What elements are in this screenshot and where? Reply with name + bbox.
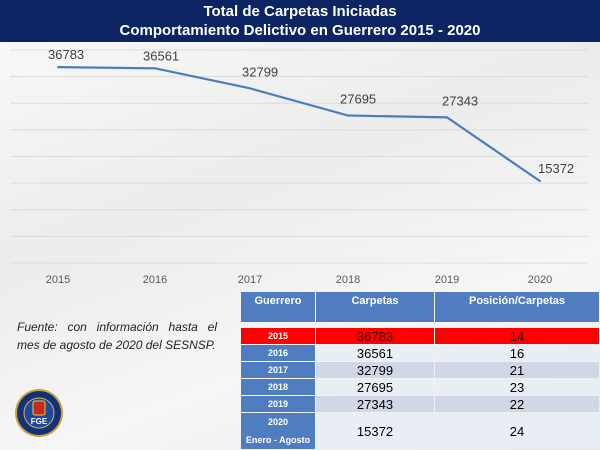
data-point xyxy=(446,116,448,119)
carpetas-cell: 27695 xyxy=(316,379,434,395)
source-note: Fuente: con información hasta el mes de … xyxy=(17,320,217,352)
posicion-cell: 24 xyxy=(435,413,599,449)
year-cell: 2016 xyxy=(241,345,315,361)
data-point xyxy=(57,66,59,69)
posicion-cell: 23 xyxy=(435,379,599,395)
data-point xyxy=(154,67,156,70)
slide-header: Total de Carpetas Iniciadas Comportamien… xyxy=(0,0,600,42)
table-row: 2017 32799 21 xyxy=(241,362,599,378)
year-cell: 2017 xyxy=(241,362,315,378)
data-label: 36561 xyxy=(143,48,179,63)
posicion-cell: 14 xyxy=(435,328,599,344)
carpetas-cell: 36783 xyxy=(316,328,434,344)
year-cell: 2018 xyxy=(241,379,315,395)
col-header-carpetas: Carpetas xyxy=(316,292,434,322)
x-tick-label: 2017 xyxy=(238,274,262,286)
posicion-cell: 22 xyxy=(435,396,599,412)
year-label: 2015 xyxy=(267,331,289,341)
data-label: 32799 xyxy=(242,64,278,79)
table-row: 2020 Enero - Agosto 15372 24 xyxy=(241,413,599,449)
col-header-posicion: Posición/Carpetas xyxy=(435,292,599,322)
data-point xyxy=(249,87,251,90)
svg-text:FGE: FGE xyxy=(31,417,48,426)
data-label: 27695 xyxy=(340,92,376,107)
year-label: 2016 xyxy=(267,348,289,358)
table-row: 2018 27695 23 xyxy=(241,379,599,395)
subtitle: Comportamiento Delictivo en Guerrero 201… xyxy=(119,22,481,39)
data-label: 15372 xyxy=(538,161,574,176)
table-row: 2015 36783 14 xyxy=(241,328,599,344)
posicion-cell: 21 xyxy=(435,362,599,378)
year-sublabel: Enero - Agosto xyxy=(245,435,311,445)
year-label: 2017 xyxy=(267,365,289,375)
data-table: Guerrero Carpetas Posición/Carpetas 2015… xyxy=(240,291,600,450)
year-cell: 2019 xyxy=(241,396,315,412)
year-label: 2019 xyxy=(267,399,289,409)
x-tick-label: 2020 xyxy=(528,274,552,286)
data-point xyxy=(347,114,349,117)
carpetas-cell: 27343 xyxy=(316,396,434,412)
line-chart: 36783 2015 36561 2016 32799 2017 27695 2018 2734… xyxy=(10,47,588,286)
data-label: 27343 xyxy=(442,93,478,108)
year-cell: 2020 Enero - Agosto xyxy=(241,413,315,449)
x-tick-label: 2016 xyxy=(143,274,167,286)
x-tick-label: 2018 xyxy=(336,274,360,286)
series-line xyxy=(57,66,541,183)
posicion-cell: 16 xyxy=(435,345,599,361)
carpetas-cell: 32799 xyxy=(316,362,434,378)
table-row: 2019 27343 22 xyxy=(241,396,599,412)
x-tick-label: 2019 xyxy=(435,274,459,286)
title: Total de Carpetas Iniciadas xyxy=(203,3,397,20)
year-label: 2020 xyxy=(267,417,289,427)
col-header-guerrero: Guerrero xyxy=(241,292,315,322)
fge-logo: FGE xyxy=(15,389,63,437)
carpetas-cell: 15372 xyxy=(316,413,434,449)
year-cell: 2015 xyxy=(241,328,315,344)
year-label: 2018 xyxy=(267,382,289,392)
table-row: 2016 36561 16 xyxy=(241,345,599,361)
data-label: 36783 xyxy=(48,47,84,62)
carpetas-cell: 36561 xyxy=(316,345,434,361)
x-tick-label: 2015 xyxy=(46,274,70,286)
data-point xyxy=(539,180,541,183)
